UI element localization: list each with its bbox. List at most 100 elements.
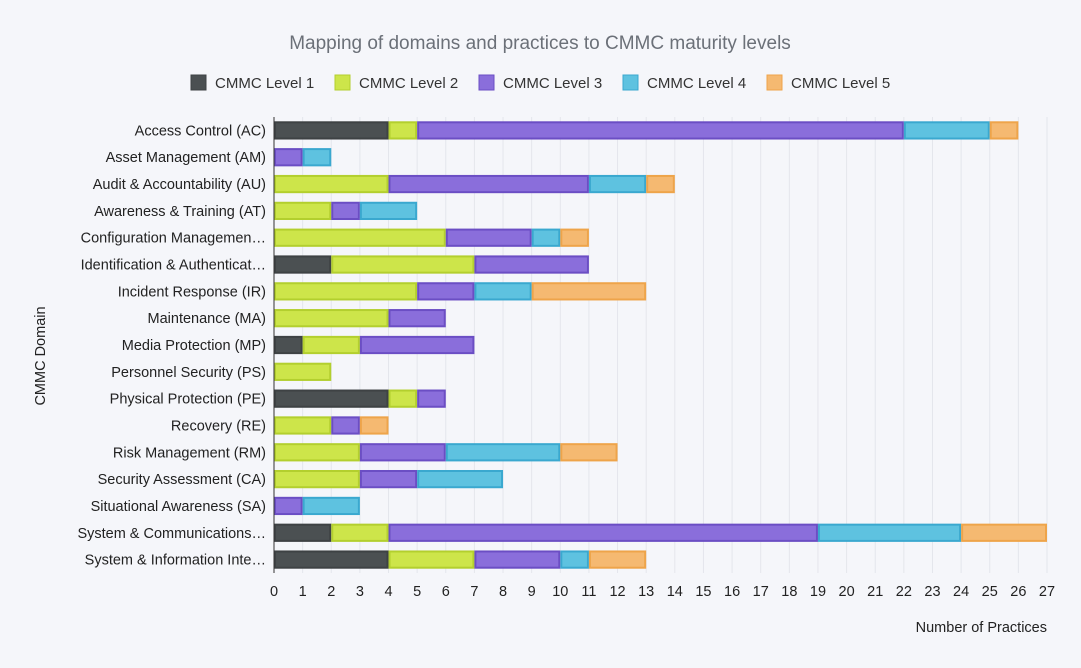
legend-swatch bbox=[190, 74, 207, 91]
bar-segment[interactable] bbox=[388, 523, 818, 542]
legend-item-label[interactable]: CMMC Level 1 bbox=[215, 75, 314, 92]
x-tick-label: 5 bbox=[413, 584, 421, 600]
bar-segment[interactable] bbox=[445, 443, 561, 462]
bar-segment[interactable] bbox=[417, 389, 446, 408]
chart-title: Mapping of domains and practices to CMMC… bbox=[289, 33, 791, 54]
legend: CMMC Level 1 CMMC Level 2 CMMC Level 3 CMMC… bbox=[190, 74, 890, 92]
bar-segment[interactable] bbox=[274, 496, 303, 516]
y-tick-label: Situational Awareness (SA) bbox=[91, 499, 266, 515]
x-tick-label: 4 bbox=[384, 584, 392, 600]
bar-segment[interactable] bbox=[646, 174, 675, 194]
x-tick-label: 19 bbox=[810, 584, 826, 600]
y-tick-label: Configuration Managemen… bbox=[81, 231, 266, 247]
x-tick-label: 17 bbox=[753, 584, 769, 600]
legend-swatch bbox=[478, 74, 495, 91]
bar-segment[interactable] bbox=[274, 443, 360, 462]
legend-swatch bbox=[766, 74, 783, 91]
x-tick-label: 16 bbox=[724, 584, 740, 600]
bar-segment[interactable] bbox=[274, 389, 389, 408]
y-tick-label: Security Assessment (CA) bbox=[98, 472, 266, 488]
bar-segment[interactable] bbox=[903, 121, 990, 140]
x-tick-labels: 0 1 2 3 4 5 6 7 8 9 10 11 12 13 14 15 16 17 18 19 20 21 22 23 24… bbox=[270, 584, 1055, 600]
bar-segment[interactable] bbox=[588, 174, 647, 194]
bar-segment[interactable] bbox=[417, 469, 504, 489]
y-tick-label: Personnel Security (PS) bbox=[111, 365, 266, 381]
bar-segment[interactable] bbox=[417, 121, 904, 140]
bar-segment[interactable] bbox=[445, 228, 532, 247]
x-tick-label: 6 bbox=[442, 584, 450, 600]
bar-segment[interactable] bbox=[274, 282, 418, 301]
bar-segment[interactable] bbox=[989, 121, 1019, 140]
y-tick-label: Risk Management (RM) bbox=[113, 445, 266, 461]
bar-segment[interactable] bbox=[274, 201, 332, 221]
bar-segment[interactable] bbox=[560, 228, 589, 247]
x-tick-label: 11 bbox=[581, 584, 596, 600]
x-tick-label: 7 bbox=[470, 584, 478, 600]
bar-segment[interactable] bbox=[388, 550, 475, 569]
x-tick-label: 20 bbox=[839, 584, 855, 600]
x-tick-label: 1 bbox=[299, 584, 307, 600]
bar-segment[interactable] bbox=[359, 443, 446, 462]
bar-segment[interactable] bbox=[274, 228, 446, 247]
x-tick-label: 27 bbox=[1039, 584, 1055, 600]
bar-segment[interactable] bbox=[531, 282, 647, 301]
x-tick-label: 25 bbox=[982, 584, 998, 600]
bar-segment[interactable] bbox=[388, 389, 418, 408]
bar-segment[interactable] bbox=[560, 443, 618, 462]
y-tick-label: Awareness & Training (AT) bbox=[94, 204, 266, 220]
x-tick-label: 18 bbox=[781, 584, 797, 600]
x-tick-label: 22 bbox=[896, 584, 912, 600]
bar-segment[interactable] bbox=[302, 496, 360, 516]
bar-segment[interactable] bbox=[359, 469, 418, 489]
bar-segment[interactable] bbox=[274, 469, 360, 489]
bar-segment[interactable] bbox=[274, 416, 332, 435]
bar-segment[interactable] bbox=[274, 121, 389, 140]
bar-segment[interactable] bbox=[417, 282, 475, 301]
bar-segment[interactable] bbox=[302, 148, 332, 167]
bar-segment[interactable] bbox=[359, 335, 475, 355]
bar-segment[interactable] bbox=[274, 335, 303, 355]
bar-segment[interactable] bbox=[331, 201, 360, 221]
y-tick-label: Access Control (AC) bbox=[135, 123, 266, 139]
legend-item-label[interactable]: CMMC Level 4 bbox=[647, 75, 746, 92]
bar-segment[interactable] bbox=[474, 282, 532, 301]
bar-segment[interactable] bbox=[274, 255, 332, 274]
x-tick-label: 12 bbox=[609, 584, 625, 600]
bar-segment[interactable] bbox=[331, 523, 389, 542]
bar-segment[interactable] bbox=[274, 550, 389, 569]
bar-segment[interactable] bbox=[331, 255, 475, 274]
bar-segment[interactable] bbox=[531, 228, 561, 247]
bar-segment[interactable] bbox=[302, 335, 360, 355]
legend-item-label[interactable]: CMMC Level 3 bbox=[503, 75, 602, 92]
bar-segment[interactable] bbox=[961, 523, 1047, 542]
bar-segment[interactable] bbox=[274, 309, 389, 328]
bar-segment[interactable] bbox=[274, 523, 332, 542]
bar-segment[interactable] bbox=[274, 148, 303, 167]
bar-segment[interactable] bbox=[588, 550, 647, 569]
y-tick-labels: Access Control (AC) Asset Management (AM)… bbox=[77, 123, 266, 568]
y-tick-label: Asset Management (AM) bbox=[106, 150, 266, 166]
bar-segment[interactable] bbox=[359, 416, 389, 435]
x-tick-label: 10 bbox=[552, 584, 568, 600]
y-tick-label: Media Protection (MP) bbox=[122, 338, 266, 354]
y-tick-label: Audit & Accountability (AU) bbox=[93, 177, 266, 193]
bar-segment[interactable] bbox=[359, 201, 418, 221]
legend-item-label[interactable]: CMMC Level 2 bbox=[359, 75, 458, 92]
bar-segment[interactable] bbox=[274, 174, 389, 194]
bar-segment[interactable] bbox=[274, 362, 332, 381]
x-tick-label: 9 bbox=[528, 584, 536, 600]
bar-segment[interactable] bbox=[331, 416, 360, 435]
bar-segment[interactable] bbox=[388, 174, 589, 194]
bar-segment[interactable] bbox=[817, 523, 962, 542]
bar-segment[interactable] bbox=[388, 121, 418, 140]
y-tick-label: Incident Response (IR) bbox=[118, 284, 266, 300]
y-axis-label: CMMC Domain bbox=[33, 306, 49, 405]
x-tick-label: 26 bbox=[1010, 584, 1026, 600]
bar-segment[interactable] bbox=[474, 550, 561, 569]
x-tick-label: 8 bbox=[499, 584, 507, 600]
bar-segment[interactable] bbox=[388, 309, 446, 328]
bar-segment[interactable] bbox=[560, 550, 589, 569]
y-tick-label: System & Information Inte… bbox=[85, 553, 266, 569]
legend-item-label[interactable]: CMMC Level 5 bbox=[791, 75, 890, 92]
bar-segment[interactable] bbox=[474, 255, 589, 274]
